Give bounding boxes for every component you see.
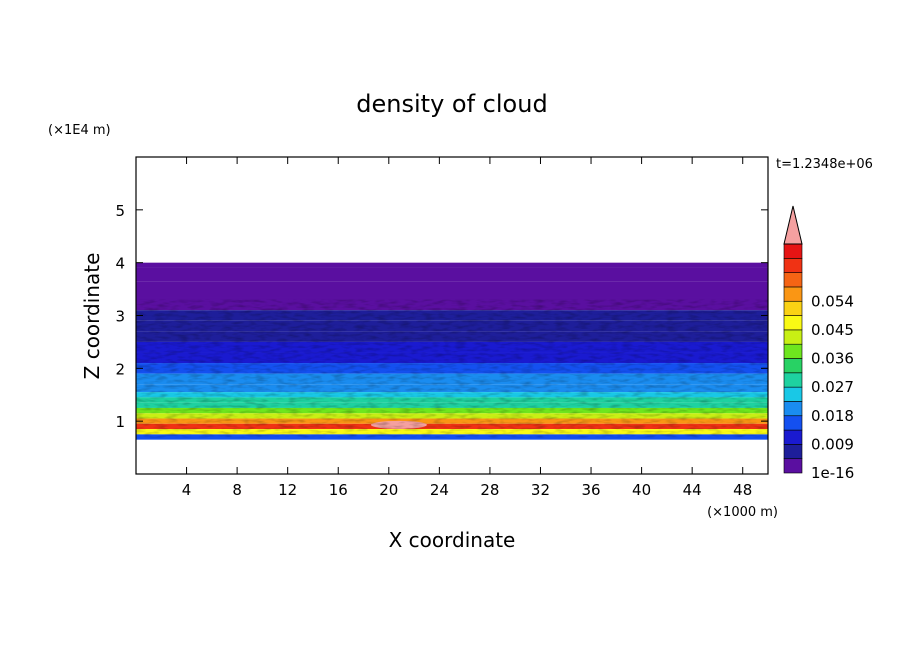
z-tick-label: 5: [115, 202, 125, 220]
turbulence-texture: [136, 299, 768, 438]
time-label: t=1.2348e+06: [776, 157, 873, 172]
colorbar: 1e-16 0.009 0.018 0.027 0.036 0.045 0.054: [783, 205, 854, 482]
colorbar-label: 0.036: [811, 350, 854, 368]
x-tick-label: 16: [329, 481, 348, 499]
x-axis-unit: (×1000 m): [707, 505, 778, 520]
colorbar-swatch: [783, 258, 803, 273]
density-band: [136, 267, 768, 282]
colorbar-swatch: [783, 429, 803, 445]
x-axis-label: X coordinate: [389, 528, 516, 552]
x-tick-label: 12: [278, 481, 297, 499]
colorbar-swatch: [783, 329, 803, 345]
x-tick-label: 4: [182, 481, 192, 499]
x-tick-label: 24: [430, 481, 449, 499]
z-tick-label: 2: [115, 360, 125, 378]
colorbar-label: 1e-16: [811, 464, 854, 482]
colorbar-swatch: [783, 444, 803, 459]
colorbar-swatch: [783, 272, 803, 288]
z-axis-label: Z coordinate: [80, 253, 104, 380]
x-tick-label: 8: [232, 481, 242, 499]
colorbar-swatch: [783, 358, 803, 374]
colorbar-label: 0.027: [811, 378, 854, 396]
colorbar-swatch: [783, 372, 803, 388]
colorbar-swatch: [783, 286, 803, 302]
colorbar-swatch: [783, 458, 803, 474]
z-axis-unit: (×1E4 m): [48, 123, 111, 138]
colorbar-swatch: [783, 415, 803, 431]
colorbar-swatch: [783, 401, 803, 417]
colorbar-label: 0.054: [811, 292, 854, 310]
colorbar-swatch: [783, 300, 803, 316]
colorbar-swatch: [783, 315, 803, 331]
z-axis-ticks: 1 2 3 4 5: [115, 202, 768, 431]
z-tick-label: 4: [115, 255, 125, 273]
x-tick-label: 32: [531, 481, 550, 499]
x-tick-label: 36: [581, 481, 600, 499]
colorbar-swatch: [783, 343, 803, 359]
x-axis-ticks: 4 8 12 16 20 24 28 32 36 40 44 48: [182, 157, 752, 499]
chart-title: density of cloud: [356, 90, 547, 118]
density-band: [136, 262, 768, 268]
x-tick-label: 28: [480, 481, 499, 499]
density-field: [136, 262, 768, 440]
z-tick-label: 3: [115, 308, 125, 326]
x-tick-label: 44: [683, 481, 702, 499]
x-tick-label: 20: [379, 481, 398, 499]
z-tick-label: 1: [115, 413, 125, 431]
colorbar-swatch: [783, 243, 803, 259]
colorbar-label: 0.018: [811, 407, 854, 425]
colorbar-swatch: [783, 386, 803, 402]
x-tick-label: 48: [733, 481, 752, 499]
x-tick-label: 40: [632, 481, 651, 499]
colorbar-label: 0.045: [811, 321, 854, 339]
colorbar-extend-arrow: [783, 205, 803, 245]
colorbar-label: 0.009: [811, 435, 854, 453]
density-band: [136, 281, 768, 298]
